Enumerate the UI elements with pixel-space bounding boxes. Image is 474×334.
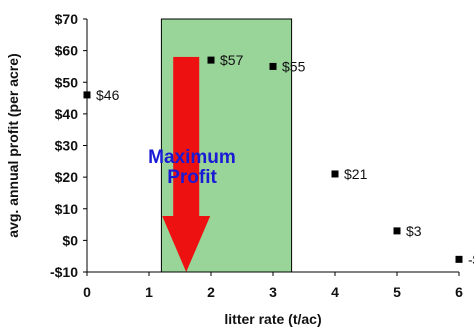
x-tick-label: 6 (455, 284, 463, 300)
data-point (207, 56, 215, 64)
y-tick-label: -$10 (50, 264, 78, 280)
y-tick-label: $40 (55, 106, 79, 122)
axes (83, 18, 460, 276)
y-tick-label: $20 (55, 169, 79, 185)
y-tick-label: $0 (62, 232, 78, 248)
data-point (393, 227, 401, 235)
annotation-line-2: Profit (167, 167, 217, 188)
x-tick-labels: 0 1 2 3 4 5 6 (83, 284, 463, 300)
data-point (269, 62, 277, 70)
y-tick-label: $70 (55, 11, 79, 27)
data-label: $55 (282, 58, 306, 74)
data-point (455, 255, 463, 263)
data-label: $46 (96, 87, 120, 103)
x-tick-label: 1 (145, 284, 153, 300)
data-labels: $46 $57 $55 $21 $3 -$6 (96, 52, 474, 267)
x-tick-label: 0 (83, 284, 91, 300)
y-tick-labels: $70 $60 $50 $40 $30 $20 $10 $0 -$10 (50, 11, 78, 280)
data-label: $21 (344, 166, 368, 182)
arrow-shaft (173, 56, 200, 217)
max-profit-arrow (162, 56, 211, 272)
data-point (83, 91, 91, 99)
data-label: $57 (220, 52, 244, 68)
y-tick-label: $60 (55, 43, 79, 59)
y-axis-label: avg. annual profit (per acre) (5, 53, 21, 237)
data-point (331, 170, 339, 178)
x-tick-label: 5 (393, 284, 401, 300)
data-label: $3 (406, 223, 422, 239)
x-tick-label: 4 (331, 284, 339, 300)
data-label: -$6 (468, 251, 474, 267)
y-tick-label: $50 (55, 74, 79, 90)
data-points (83, 56, 463, 263)
x-tick-label: 3 (269, 284, 277, 300)
y-tick-label: $30 (55, 138, 79, 154)
x-axis-label: litter rate (t/ac) (224, 311, 321, 327)
arrow-head (162, 216, 211, 272)
y-tick-label: $10 (55, 201, 79, 217)
annotation-line-1: Maximum (148, 147, 236, 168)
x-tick-label: 2 (207, 284, 215, 300)
